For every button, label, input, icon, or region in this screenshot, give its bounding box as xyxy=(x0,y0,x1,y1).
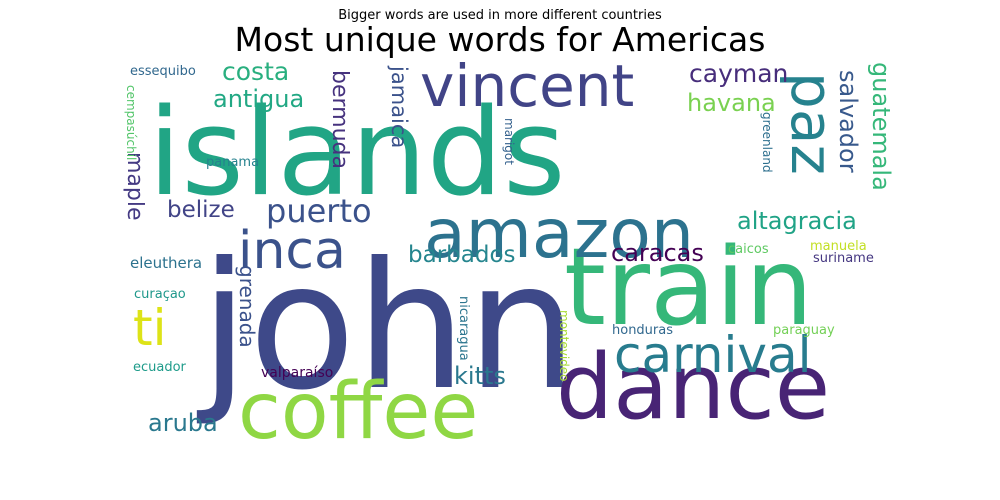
word-carnival: carnival xyxy=(614,326,812,384)
word-ti: ti xyxy=(133,299,167,357)
word-eleuthera: eleuthera xyxy=(130,254,202,272)
word-paz: paz xyxy=(778,72,846,175)
word-aruba: aruba xyxy=(148,409,218,437)
word-antigua: antigua xyxy=(213,85,304,113)
word-maple: maple xyxy=(122,152,147,221)
word-train: train xyxy=(564,226,813,350)
word-grenada: grenada xyxy=(235,265,259,348)
word-islands: islands xyxy=(148,84,565,223)
word-john: john xyxy=(196,226,578,429)
word-essequibo: essequibo xyxy=(130,64,196,79)
word-amazon: amazon xyxy=(424,195,694,274)
word-manuela: manuela xyxy=(810,239,867,254)
chart-title: Most unique words for Americas xyxy=(234,20,766,59)
word-greenland: greenland xyxy=(760,112,774,173)
word-havana: havana xyxy=(687,89,776,117)
word-puerto: puerto xyxy=(266,192,372,230)
word-caicos: caicos xyxy=(728,242,769,257)
word-marigot: marigot xyxy=(502,118,516,165)
word-kitts: kitts xyxy=(454,362,506,390)
word-cayman: cayman xyxy=(689,59,788,88)
word-valparaíso: valparaíso xyxy=(261,365,333,381)
word-altagracia: altagracia xyxy=(737,207,857,235)
word-panama: panama xyxy=(206,155,259,170)
word-inca: inca xyxy=(238,221,346,281)
word-curaçao: curaçao xyxy=(134,287,186,302)
word-coffee: coffee xyxy=(238,367,478,457)
word-salvador: salvador xyxy=(834,70,862,173)
chart-suptitle: Bigger words are used in more different … xyxy=(338,8,662,23)
word-dance: dance xyxy=(556,335,830,440)
word-guatemala: guatemala xyxy=(867,62,895,191)
word-nicaragua: nicaragua xyxy=(456,296,471,361)
word-ecuador: ecuador xyxy=(133,360,187,375)
word-paraguay: paraguay xyxy=(773,323,835,338)
word-costa: costa xyxy=(222,57,289,86)
word-suriname: suriname xyxy=(813,251,874,266)
word-vincent: vincent xyxy=(420,52,634,120)
word-honduras: honduras xyxy=(612,323,673,338)
word-jamaica: jamaica xyxy=(387,65,411,148)
word-caracas: caracas xyxy=(611,239,704,267)
word-montevideo: montevideo xyxy=(557,310,571,382)
word-barbados: barbados xyxy=(408,242,516,268)
word-cempasúchil: cempasúchil xyxy=(124,85,138,160)
word-bermuda: bermuda xyxy=(327,70,352,169)
word-belize: belize xyxy=(167,197,235,223)
